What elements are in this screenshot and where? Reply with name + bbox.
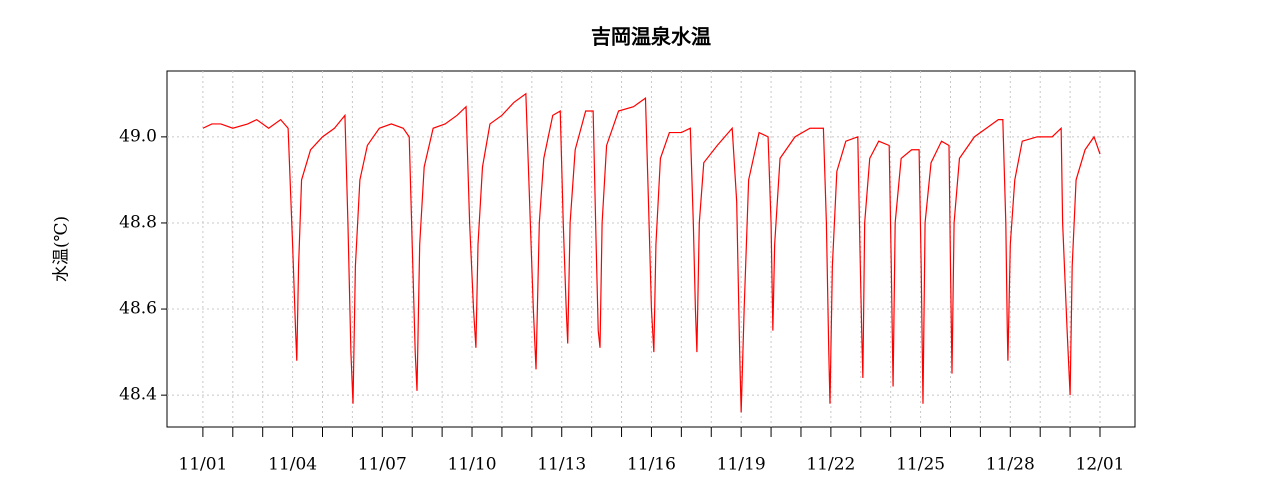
x-tick-label: 11/13	[537, 455, 586, 475]
x-tick-label: 11/07	[358, 455, 407, 475]
y-tick-label: 48.6	[119, 299, 157, 319]
x-tick-label: 11/16	[627, 455, 676, 475]
x-tick-label: 12/01	[1076, 455, 1125, 475]
x-tick-label: 11/04	[268, 455, 317, 475]
plot-frame	[166, 70, 1136, 428]
y-tick-label: 49.0	[119, 126, 157, 146]
x-tick-label: 11/19	[717, 455, 766, 475]
x-tick-label: 11/10	[448, 455, 497, 475]
x-tick-label: 11/22	[806, 455, 855, 475]
x-tick-label: 11/28	[986, 455, 1035, 475]
y-tick-label: 48.8	[119, 212, 157, 232]
y-tick-label: 48.4	[119, 385, 157, 405]
y-axis-label: 水温(℃)	[52, 216, 72, 282]
x-tick-label: 11/01	[178, 455, 227, 475]
chart-title: 吉岡温泉水温	[591, 25, 711, 49]
x-tick-label: 11/25	[896, 455, 945, 475]
data-line	[202, 92, 1101, 413]
